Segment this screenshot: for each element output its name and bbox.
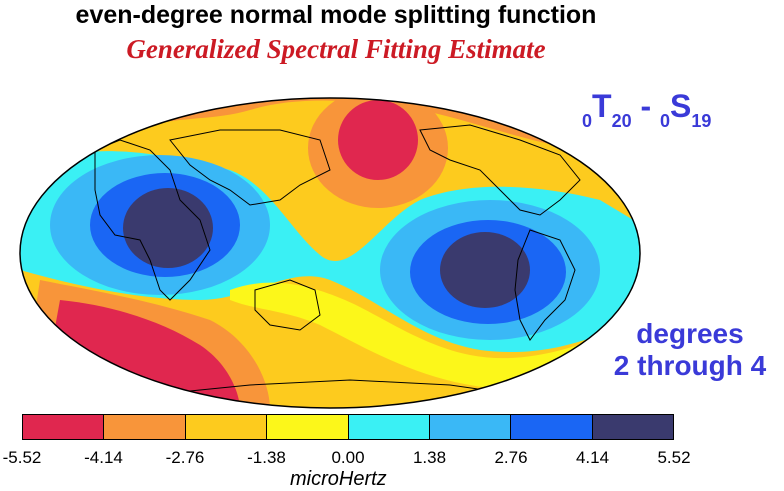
map-region-dark-east xyxy=(440,232,530,308)
coastline-australia xyxy=(254,279,321,331)
colorbar-segment xyxy=(267,415,349,439)
coastline-antarctica xyxy=(149,379,521,396)
globe-outline xyxy=(19,97,641,409)
coastline-asia xyxy=(169,129,331,206)
page-subtitle: Generalized Spectral Fitting Estimate xyxy=(126,34,546,64)
colorbar-segment xyxy=(429,415,512,439)
colorbar xyxy=(22,414,674,440)
map-region-red-north xyxy=(338,100,418,180)
colorbar-segment xyxy=(348,415,430,439)
colorbar-unit: microHertz xyxy=(290,468,387,490)
s-sub: 19 xyxy=(691,111,712,131)
colorbar-tick-label: 5.52 xyxy=(657,448,691,467)
map-region-dark-west xyxy=(123,188,213,268)
mode-dash: - xyxy=(631,88,661,124)
colorbar-tick-label: -2.76 xyxy=(165,448,205,467)
page-title: even-degree normal mode splitting functi… xyxy=(75,1,597,29)
colorbar-tick-label: 2.76 xyxy=(494,448,528,467)
t-prefix: 0 xyxy=(582,111,593,131)
colorbar-tick-label: 0.00 xyxy=(331,448,365,467)
colorbar-tick-label: -4.14 xyxy=(84,448,123,467)
t-sub: 20 xyxy=(611,111,632,131)
degrees-label: degrees 2 through 4 xyxy=(600,318,780,382)
colorbar-segment xyxy=(592,415,673,439)
colorbar-ticks: -5.52 -4.14 -2.76 -1.38 0.00 1.38 2.76 4.14 5.52 xyxy=(0,448,784,468)
colorbar-tick-label: -1.38 xyxy=(247,448,286,467)
splitting-function-map xyxy=(19,97,641,409)
mode-label: 0T20 - 0S19 xyxy=(582,88,712,131)
coastline-south-america xyxy=(514,229,576,341)
map-region-yellow-mid xyxy=(230,282,640,389)
colorbar-segment xyxy=(511,415,593,439)
s-prefix: 0 xyxy=(660,111,671,131)
colorbar-segment xyxy=(104,415,186,439)
colorbar-segment xyxy=(185,415,268,439)
coastlines xyxy=(94,124,581,396)
degrees-line2: 2 through 4 xyxy=(613,350,767,381)
colorbar-tick-label: -5.52 xyxy=(2,448,42,467)
s-letter: S xyxy=(670,88,692,124)
colorbar-tick-label: 4.14 xyxy=(575,448,610,467)
t-letter: T xyxy=(592,88,612,124)
coastline-africa-europe xyxy=(94,139,211,301)
colorbar-tick-label: 1.38 xyxy=(412,448,447,467)
colorbar-segment xyxy=(23,415,105,439)
coastline-north-america xyxy=(419,124,581,216)
degrees-line1: degrees xyxy=(636,318,744,349)
